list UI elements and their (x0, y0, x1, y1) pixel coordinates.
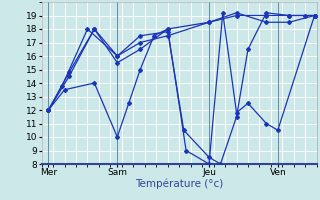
X-axis label: Température (°c): Température (°c) (135, 179, 223, 189)
